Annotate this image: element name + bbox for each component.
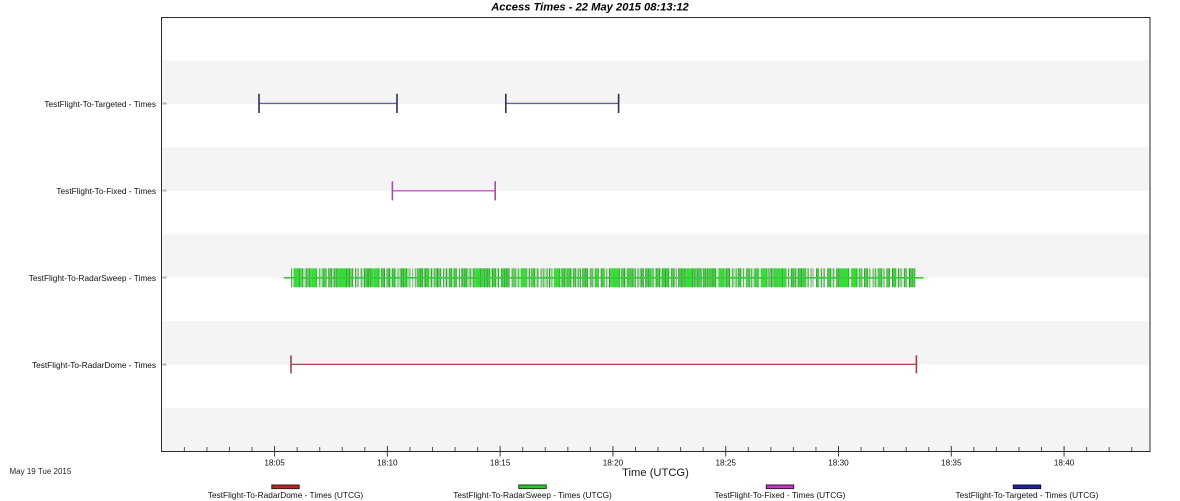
svg-text:TestFlight-To-Targeted - Times: TestFlight-To-Targeted - Times (UTCG): [956, 490, 1099, 500]
svg-text:TestFlight-To-RadarSweep - Tim: TestFlight-To-RadarSweep - Times: [29, 273, 156, 283]
svg-text:Time (UTCG): Time (UTCG): [622, 467, 689, 479]
svg-text:TestFlight-To-RadarDome - Time: TestFlight-To-RadarDome - Times: [32, 360, 156, 370]
svg-text:TestFlight-To-Fixed - Times: TestFlight-To-Fixed - Times: [56, 186, 156, 196]
svg-text:18:20: 18:20: [603, 458, 624, 467]
svg-text:TestFlight-To-Fixed - Times (U: TestFlight-To-Fixed - Times (UTCG): [715, 490, 846, 500]
svg-text:18:10: 18:10: [377, 458, 398, 467]
svg-text:Access Times - 22 May 2015 08:: Access Times - 22 May 2015 08:13:12: [490, 2, 689, 14]
svg-text:18:05: 18:05: [264, 458, 285, 467]
svg-text:TestFlight-To-RadarDome - Time: TestFlight-To-RadarDome - Times (UTCG): [208, 490, 364, 500]
svg-text:18:15: 18:15: [490, 458, 511, 467]
svg-text:TestFlight-To-Targeted - Times: TestFlight-To-Targeted - Times: [44, 99, 156, 109]
svg-text:18:25: 18:25: [715, 458, 736, 467]
svg-text:TestFlight-To-RadarSweep - Tim: TestFlight-To-RadarSweep - Times (UTCG): [453, 490, 612, 500]
svg-text:18:40: 18:40: [1054, 458, 1075, 467]
svg-text:May 19 Tue 2015: May 19 Tue 2015: [10, 467, 72, 476]
svg-text:18:30: 18:30: [828, 458, 849, 467]
svg-text:18:35: 18:35: [941, 458, 962, 467]
